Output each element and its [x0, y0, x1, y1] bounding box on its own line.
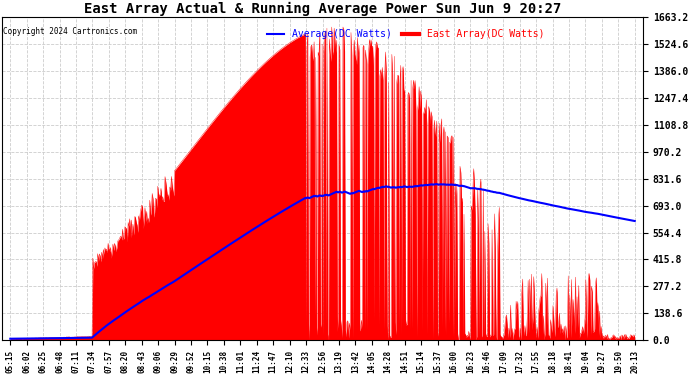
Legend: Average(DC Watts), East Array(DC Watts): Average(DC Watts), East Array(DC Watts): [263, 26, 549, 43]
Text: Copyright 2024 Cartronics.com: Copyright 2024 Cartronics.com: [3, 27, 137, 36]
Title: East Array Actual & Running Average Power Sun Jun 9 20:27: East Array Actual & Running Average Powe…: [83, 2, 561, 16]
